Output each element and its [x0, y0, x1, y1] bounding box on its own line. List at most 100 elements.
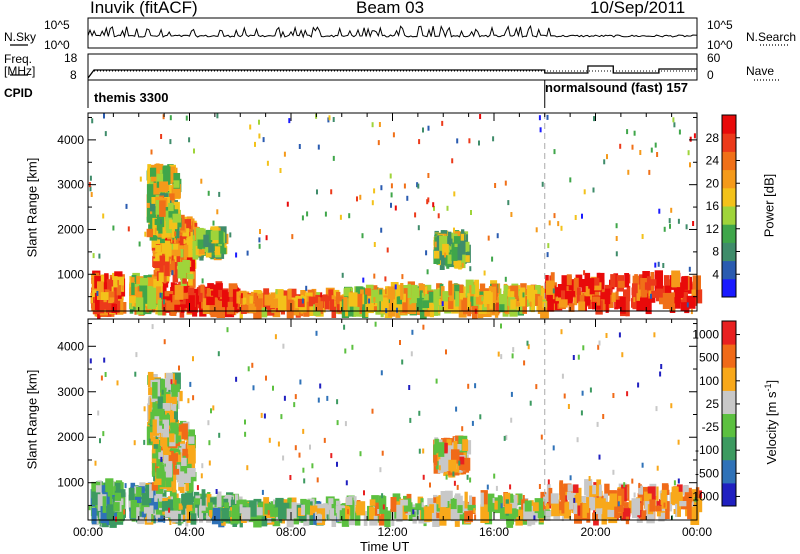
power-speckle [160, 219, 162, 225]
power-cell [467, 293, 471, 309]
power-cell [177, 262, 186, 279]
power-cell [149, 199, 157, 212]
power-colorbar-band [722, 260, 736, 280]
velocity-speckle [323, 437, 326, 443]
power-cell [439, 235, 448, 251]
power-cell [574, 277, 579, 296]
power-cell [164, 261, 170, 277]
power-speckle [627, 169, 630, 175]
power-colorbar-tick-label: 16 [706, 199, 720, 213]
velocity-cell [182, 473, 191, 483]
velocity-speckle [97, 410, 100, 416]
power-speckle [91, 118, 94, 124]
velocity-speckle [344, 348, 347, 354]
velocity-colorbar-tick-label: 500 [699, 351, 719, 365]
power-cell [438, 299, 443, 306]
power-cell [640, 278, 648, 294]
power-cell [239, 295, 243, 305]
power-speckle [507, 200, 510, 206]
velocity-cell [239, 504, 243, 514]
power-cell [182, 286, 190, 299]
velocity-speckle [246, 465, 249, 471]
velocity-speckle [260, 412, 263, 418]
power-cell [420, 294, 430, 304]
velocity-cell [301, 504, 305, 516]
velocity-speckle [153, 476, 156, 482]
velocity-cell [107, 504, 115, 520]
velocity-speckle [89, 358, 92, 364]
velocity-speckle [336, 420, 339, 426]
velocity-speckle [273, 499, 275, 505]
freq-panel-frame [87, 53, 698, 81]
power-speckle [425, 250, 428, 256]
power-cell [162, 281, 167, 300]
power-cell [232, 289, 238, 307]
velocity-cell [175, 452, 182, 463]
power-speckle [626, 129, 629, 135]
power-speckle [121, 285, 124, 291]
power-cell [169, 219, 178, 230]
velocity-cell [275, 497, 284, 515]
power-cell [136, 291, 143, 303]
power-cell [664, 275, 670, 286]
power-speckle [662, 263, 665, 268]
velocity-speckle [252, 385, 255, 391]
power-speckle [301, 215, 304, 221]
velocity-cell [106, 507, 110, 519]
power-speckle [138, 241, 141, 247]
velocity-cell [356, 501, 366, 516]
power-speckle [504, 276, 507, 282]
velocity-cell [320, 504, 328, 510]
velocity-cell [596, 479, 602, 497]
power-cell [534, 285, 541, 296]
velocity-cell [199, 507, 204, 523]
power-cell [182, 297, 191, 308]
power-speckle [673, 122, 676, 128]
power-speckle [406, 195, 409, 201]
velocity-cell [153, 439, 159, 445]
velocity-speckle [381, 493, 384, 499]
power-cell [509, 302, 518, 317]
velocity-speckle [495, 485, 498, 491]
velocity-cell [270, 501, 279, 512]
velocity-cell [595, 508, 603, 515]
velocity-speckle [210, 408, 212, 414]
velocity-cell [459, 512, 467, 520]
power-cell [645, 298, 652, 315]
velocity-cell [647, 486, 656, 500]
power-speckle [330, 189, 333, 195]
power-speckle [144, 231, 147, 237]
power-cell [592, 295, 601, 310]
velocity-cell [689, 506, 697, 514]
x-tick-label: 20:00 [580, 525, 610, 539]
velocity-cell [156, 425, 166, 433]
power-colorbar-tick-label: 12 [706, 222, 720, 236]
power-cell [208, 242, 214, 253]
power-speckle [254, 141, 256, 147]
power-cell [568, 303, 575, 312]
velocity-cell [665, 501, 670, 519]
velocity-cell [162, 433, 168, 449]
velocity-colorbar-band [722, 436, 736, 461]
velocity-cell [447, 445, 455, 453]
power-speckle [432, 202, 435, 208]
power-speckle [678, 129, 681, 135]
velocity-cell [159, 463, 168, 478]
power-cell [159, 200, 166, 217]
velocity-speckle [371, 408, 374, 414]
velocity-colorbar-band [722, 321, 736, 345]
velocity-speckle [492, 497, 495, 503]
power-cell [360, 289, 364, 298]
velocity-speckle [453, 480, 456, 486]
velocity-speckle [330, 453, 333, 459]
velocity-cell [181, 457, 187, 466]
velocity-cell [432, 510, 440, 527]
velocity-cell [345, 496, 353, 505]
power-cell [254, 298, 263, 307]
velocity-cell [691, 489, 698, 502]
power-cell [399, 294, 409, 314]
power-cell [170, 259, 175, 275]
power-cell [670, 302, 679, 308]
velocity-cell [668, 504, 673, 512]
power-cell [348, 292, 358, 307]
